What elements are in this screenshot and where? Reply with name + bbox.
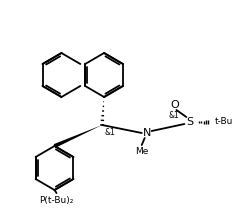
Text: Me: Me bbox=[135, 147, 149, 156]
Text: O: O bbox=[170, 100, 179, 110]
Text: P(t-Bu)₂: P(t-Bu)₂ bbox=[39, 196, 74, 205]
Text: N: N bbox=[143, 128, 151, 138]
Text: &1: &1 bbox=[168, 111, 179, 120]
Polygon shape bbox=[54, 125, 102, 148]
Text: S: S bbox=[186, 117, 193, 127]
Text: &1: &1 bbox=[104, 128, 115, 137]
Text: t-Bu: t-Bu bbox=[215, 118, 233, 126]
